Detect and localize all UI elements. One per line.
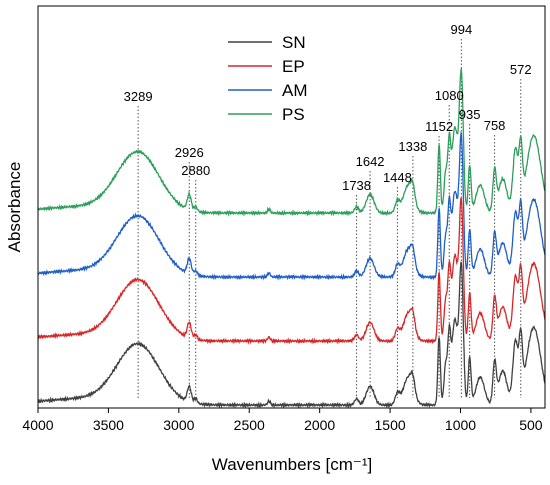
x-tick-label: 3500	[93, 417, 124, 433]
peak-label: 994	[450, 22, 472, 37]
x-tick-label: 1500	[375, 417, 406, 433]
series-line-am	[37, 131, 546, 281]
x-axis-ticks: 4000 3500 3000 2500 2000 1500 1000 500	[22, 408, 543, 433]
x-tick-label: 4000	[22, 417, 53, 433]
peak-label: 1738	[342, 178, 371, 193]
x-tick-label: 3000	[163, 417, 194, 433]
peak-label: 2926	[175, 145, 204, 160]
peak-label: 1152	[425, 119, 453, 134]
peak-label: 2880	[181, 163, 210, 178]
x-axis-label: Wavenumbers [cm⁻¹]	[212, 455, 372, 474]
peak-label: 935	[459, 107, 481, 122]
peak-label: 1080	[435, 88, 464, 103]
plot-frame	[37, 5, 546, 409]
x-tick-label: 500	[519, 417, 543, 433]
peak-label: 1338	[398, 139, 427, 154]
series-line-ps	[37, 66, 546, 217]
peak-label: 758	[484, 118, 506, 133]
legend-label: PS	[282, 105, 305, 124]
legend: SN EP AM PS	[228, 33, 308, 124]
series-line-sn	[37, 261, 546, 409]
series-line-ep	[37, 197, 546, 345]
peak-label: 1642	[356, 154, 385, 169]
legend-label: EP	[282, 57, 305, 76]
peak-label: 572	[510, 62, 532, 77]
x-tick-label: 1000	[445, 417, 476, 433]
spectra-lines	[37, 66, 546, 409]
legend-label: AM	[282, 81, 308, 100]
peak-label: 1448	[383, 170, 412, 185]
x-tick-label: 2000	[304, 417, 335, 433]
x-tick-label: 2500	[234, 417, 265, 433]
peak-label: 3289	[124, 89, 153, 104]
legend-label: SN	[282, 33, 306, 52]
y-axis-label: Absorbance	[5, 162, 24, 253]
